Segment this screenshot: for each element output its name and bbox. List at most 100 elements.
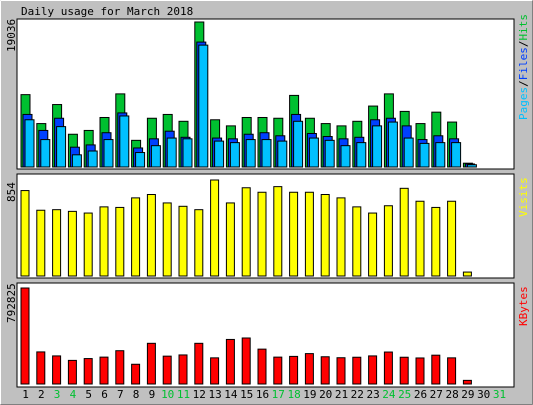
pages-bar xyxy=(451,142,462,168)
visits-bar xyxy=(383,205,393,277)
x-tick-label: 15 xyxy=(240,388,253,401)
visits-bar xyxy=(352,206,362,277)
pages-bar xyxy=(198,44,209,168)
kbytes-bar xyxy=(289,355,299,385)
x-tick-label: 2 xyxy=(38,388,45,401)
visits-bar xyxy=(415,200,425,277)
visits-bar xyxy=(52,209,62,277)
visits-bar xyxy=(99,206,109,277)
pages-bar xyxy=(435,142,446,168)
pages-bar xyxy=(56,126,67,168)
visits-bar xyxy=(336,197,346,277)
kbytes-bar xyxy=(241,337,251,385)
pages-bar xyxy=(87,150,98,168)
x-tick-label: 31 xyxy=(493,388,506,401)
visits-bar xyxy=(447,200,457,277)
legend-separator: / xyxy=(517,41,530,48)
kbytes-bar xyxy=(83,358,93,385)
pages-bar xyxy=(40,139,51,168)
kbytes-bar xyxy=(383,351,393,385)
x-tick-label: 7 xyxy=(117,388,124,401)
pages-bar xyxy=(372,125,383,168)
visits-bar xyxy=(194,209,204,277)
x-tick-label: 20 xyxy=(319,388,332,401)
kbytes-bar xyxy=(36,351,46,385)
x-tick-label: 11 xyxy=(177,388,190,401)
x-tick-label: 28 xyxy=(445,388,458,401)
legend-files: Files xyxy=(517,47,530,80)
kbytes-bar xyxy=(257,348,267,385)
pages-bar xyxy=(387,121,398,168)
visits-bar xyxy=(368,212,378,277)
kbytes-bar xyxy=(210,357,220,385)
pages-bar xyxy=(135,152,146,168)
kbytes-bar xyxy=(352,356,362,385)
kbytes-bar xyxy=(399,356,409,385)
x-tick-label: 10 xyxy=(161,388,174,401)
bar-marks xyxy=(20,21,477,385)
x-tick-label: 1 xyxy=(22,388,29,401)
x-tick-label: 13 xyxy=(208,388,221,401)
legend-separator: / xyxy=(517,80,530,87)
kbytes-bar xyxy=(336,357,346,385)
kbytes-bar xyxy=(67,359,77,385)
kbytes-bar xyxy=(225,338,235,385)
pages-bar xyxy=(466,164,477,168)
kbytes-bar xyxy=(20,287,30,385)
pages-bar xyxy=(24,119,35,168)
visits-bar xyxy=(431,206,441,277)
visits-bar xyxy=(67,210,77,277)
x-tick-label: 25 xyxy=(398,388,411,401)
x-tick-label: 12 xyxy=(193,388,206,401)
x-tick-label: 21 xyxy=(335,388,348,401)
legend-pages: Pages xyxy=(517,87,530,120)
kbytes-bar xyxy=(320,356,330,385)
pages-bar xyxy=(261,139,272,168)
pages-bar xyxy=(182,138,193,168)
kbytes-bar xyxy=(431,354,441,385)
pages-bar xyxy=(356,142,367,168)
visits-bar xyxy=(304,191,314,277)
kbytes-bar xyxy=(415,357,425,385)
x-tick-label: 27 xyxy=(430,388,443,401)
kbytes-bar xyxy=(368,355,378,385)
x-tick-label: 29 xyxy=(461,388,474,401)
x-tick-label: 9 xyxy=(149,388,156,401)
kbytes-bar xyxy=(162,355,172,385)
x-tick-label: 23 xyxy=(366,388,379,401)
pages-bar xyxy=(308,137,319,168)
pages-bar xyxy=(150,145,161,168)
pages-bar xyxy=(214,140,225,168)
visits-bar xyxy=(210,179,220,277)
pages-bar xyxy=(245,139,256,168)
pages-bar xyxy=(293,120,304,168)
legend-hits: Hits xyxy=(517,14,530,41)
kbytes-bar xyxy=(462,379,472,385)
x-tick-label: 22 xyxy=(351,388,364,401)
x-tick-label: 30 xyxy=(477,388,490,401)
kbytes-bar xyxy=(304,353,314,385)
pages-bar xyxy=(119,115,130,168)
kbytes-bar xyxy=(99,356,109,385)
kbytes-bar xyxy=(115,350,125,385)
visits-bar xyxy=(131,197,141,277)
visits-bar xyxy=(178,205,188,277)
x-tick-label: 14 xyxy=(224,388,238,401)
x-tick-label: 16 xyxy=(256,388,269,401)
kbytes-bar xyxy=(146,342,156,385)
visits-bar xyxy=(320,194,330,277)
visits-bar xyxy=(462,271,472,277)
x-tick-label: 24 xyxy=(382,388,396,401)
visits-bar xyxy=(20,190,30,277)
kbytes-y-max-label: 792825 xyxy=(5,283,18,323)
pages-bar xyxy=(166,137,177,168)
kbytes-bar xyxy=(178,354,188,385)
legend-visits: Visits xyxy=(517,177,530,217)
kbytes-bar xyxy=(447,357,457,385)
visits-bar xyxy=(83,212,93,277)
kbytes-bar xyxy=(273,356,283,385)
x-tick-label: 18 xyxy=(287,388,300,401)
hits-y-max-label: 19036 xyxy=(5,19,18,52)
